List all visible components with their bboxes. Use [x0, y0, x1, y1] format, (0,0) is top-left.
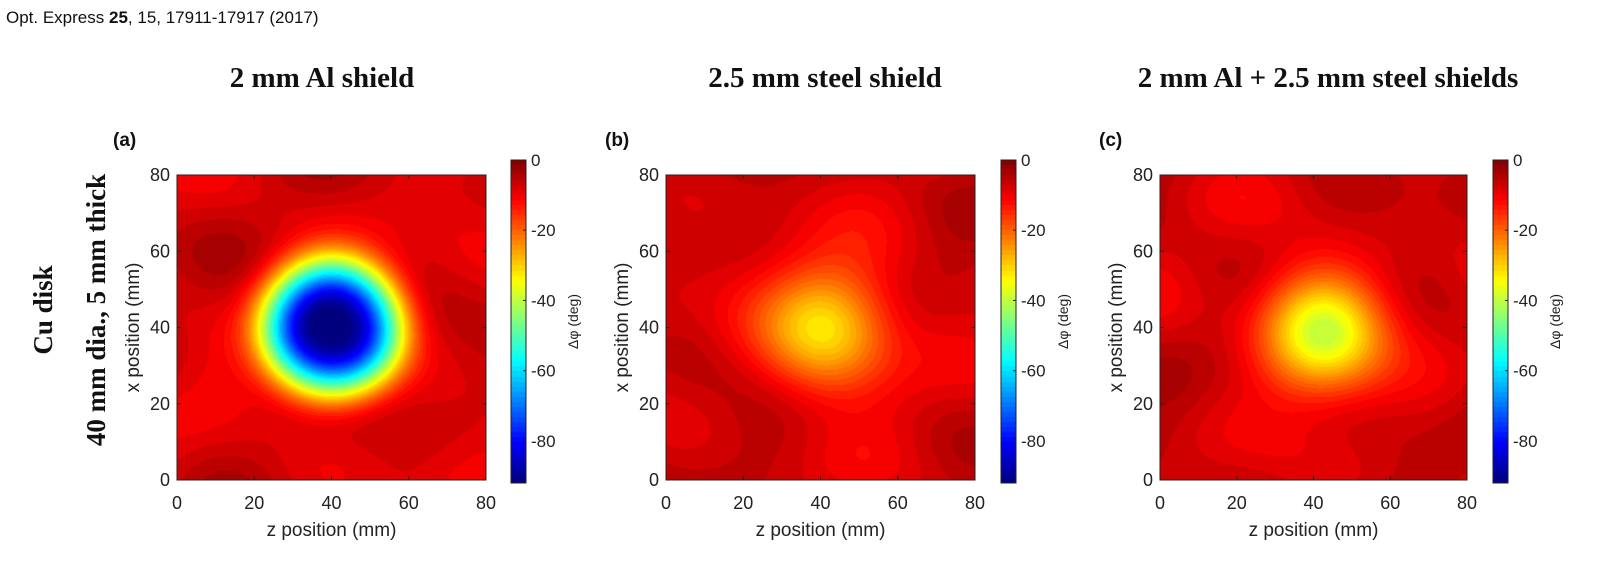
x-tick-label: 80 [965, 493, 985, 513]
plot-frame [1159, 174, 1468, 481]
x-tick-label: 40 [321, 493, 341, 513]
colorbar [1001, 160, 1016, 483]
y-tick-label: 40 [150, 318, 170, 338]
x-tick-label: 0 [172, 493, 182, 513]
colorbar-label: Δφ (deg) [1547, 294, 1563, 349]
citation: Opt. Express 25, 15, 17911-17917 (2017) [6, 8, 319, 28]
y-tick-label: 0 [160, 470, 170, 490]
x-tick-label: 80 [476, 493, 496, 513]
colorbar-tick-label: -20 [531, 221, 556, 240]
colorbar-tick-label: -20 [1021, 221, 1046, 240]
y-tick-label: 20 [1133, 394, 1153, 414]
x-tick-label: 0 [1155, 493, 1165, 513]
y-tick-label: 20 [150, 394, 170, 414]
title-b: 2.5 mm steel shield [708, 62, 942, 94]
x-tick-label: 20 [244, 493, 264, 513]
colorbar-tick-label: 0 [1513, 151, 1522, 170]
colorbar-tick-label: -80 [531, 432, 556, 451]
x-axis-label: z position (mm) [756, 520, 886, 541]
x-tick-label: 20 [1227, 493, 1247, 513]
colorbar [1493, 160, 1508, 483]
colorbar-frame [1492, 159, 1509, 484]
x-tick-label: 40 [810, 493, 830, 513]
heatmap-image [1160, 175, 1467, 480]
heatmap-image [177, 175, 486, 480]
x-axis-label: z position (mm) [267, 520, 397, 541]
x-tick-label: 60 [1380, 493, 1400, 513]
journal-name: Opt. Express [6, 8, 105, 27]
colorbar [511, 160, 526, 483]
y-axis-label: x position (mm) [123, 263, 144, 393]
y-tick-label: 60 [150, 241, 170, 261]
x-axis-label: z position (mm) [1249, 520, 1379, 541]
colorbar-tick-label: -80 [1513, 432, 1538, 451]
y-tick-label: 0 [649, 470, 659, 490]
y-tick-label: 40 [639, 318, 659, 338]
panel-label: (b) [605, 130, 630, 151]
y-tick-label: 80 [639, 165, 659, 185]
colorbar-tick-label: -20 [1513, 221, 1538, 240]
colorbar-frame [1000, 159, 1017, 484]
volume: 25 [109, 8, 128, 27]
y-tick-label: 20 [639, 394, 659, 414]
y-tick-label: 60 [1133, 241, 1153, 261]
x-tick-label: 60 [399, 493, 419, 513]
y-axis-label: x position (mm) [612, 263, 633, 393]
y-tick-label: 60 [639, 241, 659, 261]
panel-label: (a) [113, 130, 137, 151]
colorbar-tick-label: -80 [1021, 432, 1046, 451]
colorbar-tick-label: -40 [1021, 291, 1046, 310]
title-c: 2 mm Al + 2.5 mm steel shields [1137, 62, 1519, 94]
x-tick-label: 60 [888, 493, 908, 513]
x-tick-label: 80 [1457, 493, 1477, 513]
citation-rest: , 15, 17911-17917 (2017) [127, 8, 319, 27]
colorbar-tick-label: 0 [531, 151, 540, 170]
colorbar-tick-label: -40 [531, 291, 556, 310]
y-tick-label: 40 [1133, 318, 1153, 338]
x-tick-label: 0 [661, 493, 671, 513]
colorbar-tick-label: -40 [1513, 291, 1538, 310]
x-tick-label: 40 [1303, 493, 1323, 513]
colorbar-tick-label: 0 [1021, 151, 1030, 170]
x-tick-label: 20 [733, 493, 753, 513]
title-a: 2 mm Al shield [229, 62, 415, 94]
colorbar-tick-label: -60 [1513, 362, 1538, 381]
y-axis-label: x position (mm) [1106, 263, 1127, 393]
panel-label: (c) [1099, 130, 1123, 151]
colorbar-label: Δφ (deg) [565, 294, 581, 349]
y-tick-label: 80 [150, 165, 170, 185]
heatmap-image [666, 175, 975, 480]
colorbar-frame [510, 159, 527, 484]
colorbar-tick-label: -60 [1021, 362, 1046, 381]
y-tick-label: 80 [1133, 165, 1153, 185]
y-tick-label: 0 [1143, 470, 1153, 490]
colorbar-label: Δφ (deg) [1055, 294, 1071, 349]
colorbar-tick-label: -60 [531, 362, 556, 381]
